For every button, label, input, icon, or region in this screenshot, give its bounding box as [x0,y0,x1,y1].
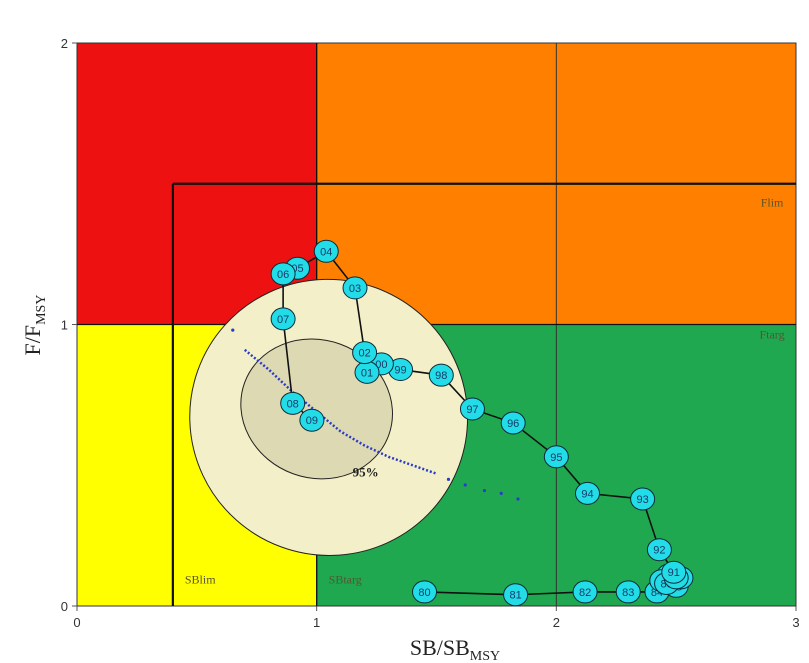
year-label: 81 [509,590,521,602]
year-point-02: 02 [352,341,378,365]
year-point-01: 01 [354,360,380,384]
year-label: 02 [358,348,370,360]
year-label: 92 [653,545,665,557]
year-point-09: 09 [299,408,325,432]
year-marker [661,560,687,584]
year-marker [412,580,438,604]
uncertainty-dot [499,491,503,495]
year-point-08: 08 [280,391,306,415]
year-label: 83 [622,587,634,599]
year-marker [299,408,325,432]
year-point-03: 03 [342,276,368,300]
year-point-92: 92 [646,538,672,562]
year-point-83: 83 [615,580,641,604]
year-label: 98 [435,370,447,382]
year-label: 80 [418,587,430,599]
year-label: 07 [277,314,289,326]
year-marker [572,580,598,604]
year-marker [342,276,368,300]
uncertainty-dot [446,477,451,481]
uncertainty-dot [463,483,467,487]
year-label: 91 [668,567,680,579]
uncertainty-trace [243,348,437,475]
year-label: 97 [466,404,478,416]
uncertainty-layer [189,278,520,556]
x-tick-label: 0 [73,615,80,630]
year-marker [615,580,641,604]
year-marker [543,445,569,469]
labels-layer: SBlim SBtarg Flim Ftarg 95% [185,195,785,586]
year-marker [646,538,672,562]
confidence-label: 95% [353,465,379,480]
year-point-06: 06 [270,262,296,286]
zone-label-sblim: SBlim [185,572,216,586]
year-point-95: 95 [543,445,569,469]
year-label: 01 [361,367,373,379]
year-point-82: 82 [572,580,598,604]
year-marker [313,239,339,263]
year-label: 03 [349,283,361,295]
year-marker [280,391,306,415]
year-point-93: 93 [630,487,656,511]
year-marker [630,487,656,511]
zone-label-ftarg: Ftarg [759,328,784,342]
year-point-04: 04 [313,239,339,263]
year-point-97: 97 [459,397,485,421]
year-point-07: 07 [270,307,296,331]
year-label: 09 [306,415,318,427]
year-marker [459,397,485,421]
year-label: 95 [550,452,562,464]
x-tick-label: 1 [313,615,320,630]
year-point-80: 80 [412,580,438,604]
year-point-91: 91 [661,560,687,584]
year-label: 08 [287,398,299,410]
zone-label-flim: Flim [761,195,784,209]
year-point-81: 81 [503,583,529,607]
uncertainty-dot [516,497,520,501]
year-marker [574,481,600,505]
year-point-96: 96 [500,411,526,435]
year-point-94: 94 [574,481,600,505]
y-tick-label: 2 [61,36,68,51]
x-axis-title: SB/SBMSY [410,635,500,663]
year-label: 04 [320,246,332,258]
year-label: 93 [636,494,648,506]
year-label: 82 [579,587,591,599]
year-marker [500,411,526,435]
year-point-98: 98 [428,363,454,387]
year-marker [352,341,378,365]
year-marker [503,583,529,607]
year-label: 94 [581,488,593,500]
year-label: 99 [394,365,406,377]
year-marker [270,307,296,331]
year-marker [428,363,454,387]
ellipse-inner [240,338,393,480]
uncertainty-dot [482,488,487,493]
year-marker [270,262,296,286]
x-tick-label: 3 [792,615,799,630]
y-axis-title: F/FMSY [20,295,49,356]
x-tick-label: 2 [553,615,560,630]
y-tick-label: 1 [61,318,68,333]
y-tick-label: 0 [61,599,68,614]
uncertainty-dot [231,328,235,332]
year-label: 06 [277,269,289,281]
zone-label-sbtarg: SBtarg [329,572,362,586]
year-label: 96 [507,418,519,430]
year-points: 8081828384858687888990919293949596979899… [270,239,694,607]
